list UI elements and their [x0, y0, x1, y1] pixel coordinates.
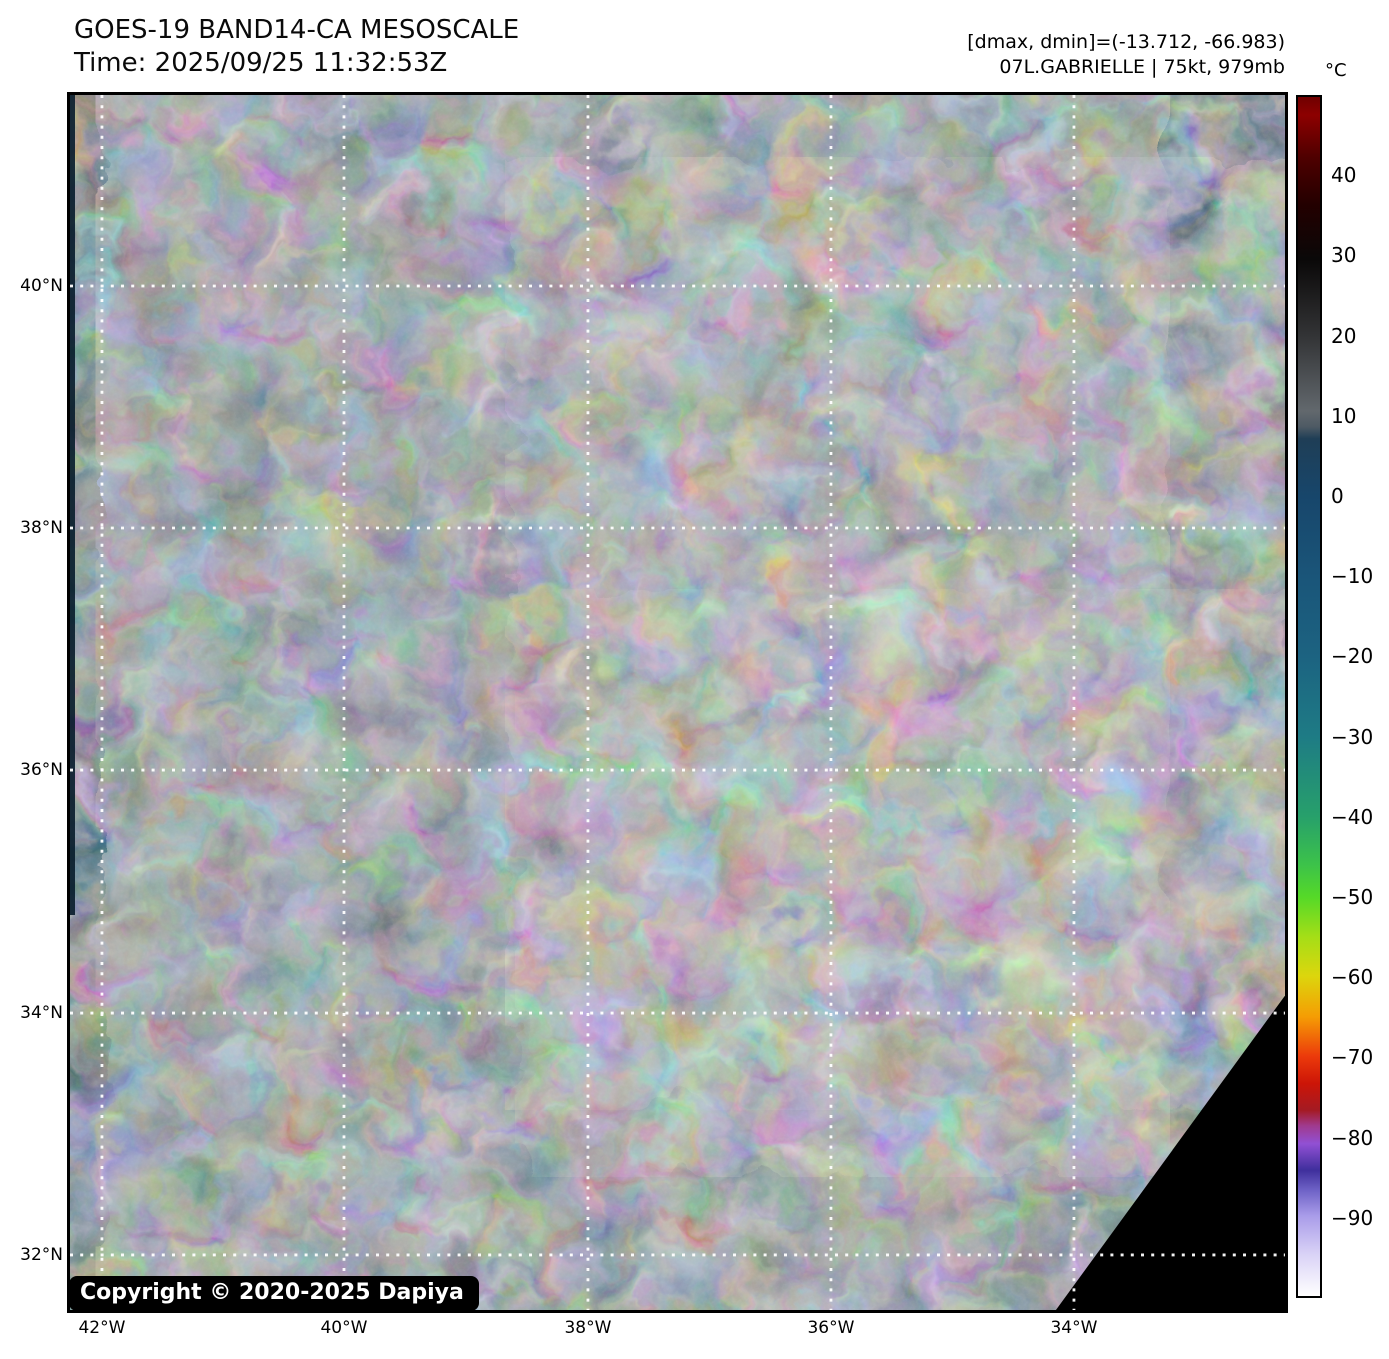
product-title: GOES-19 BAND14-CA MESOSCALE [74, 15, 520, 45]
lon-tick-label: 36°W [807, 1318, 855, 1338]
noise-texture [70, 95, 1285, 1310]
lon-tick-label: 40°W [320, 1318, 368, 1338]
storm-info-label: 07L.GABRIELLE | 75kt, 979mb [999, 56, 1285, 78]
scan-edge-strip [70, 95, 75, 915]
colorbar-tick-label: 10 [1331, 403, 1357, 428]
lat-tick-label: 38°N [20, 518, 63, 539]
colorbar-tick-label: 20 [1331, 323, 1357, 348]
copyright-badge: Copyright © 2020-2025 Dapiya [69, 1276, 479, 1311]
lon-tick-label: 34°W [1050, 1318, 1098, 1338]
colorbar-tick-label: −10 [1331, 564, 1374, 589]
colorbar-tick-label: −70 [1331, 1045, 1374, 1070]
timestamp-label: Time: 2025/09/25 11:32:53Z [74, 48, 448, 78]
colorbar-tick-label: 40 [1331, 163, 1357, 188]
lat-tick-label: 32°N [20, 1244, 63, 1265]
lat-tick-label: 34°N [20, 1003, 63, 1024]
colorbar-tick-label: −90 [1331, 1205, 1374, 1230]
satellite-map: Copyright © 2020-2025 Dapiya [67, 92, 1288, 1313]
colorbar-tick-label: 30 [1331, 243, 1357, 268]
colorbar-tick-label: −40 [1331, 804, 1374, 829]
colorbar-tick-label: −50 [1331, 885, 1374, 910]
colorbar-tick-label: −20 [1331, 644, 1374, 669]
gridlines [70, 95, 1285, 1310]
no-data-triangle [1055, 995, 1285, 1310]
lon-tick-label: 38°W [564, 1318, 612, 1338]
satellite-image [70, 95, 1285, 1310]
meta-block: [dmax, dmin]=(-13.712, -66.983) 07L.GABR… [967, 30, 1285, 80]
colorbar-tick-label: 0 [1331, 483, 1344, 508]
dmax-dmin-label: [dmax, dmin]=(-13.712, -66.983) [967, 31, 1285, 53]
colorbar-tick-label: −30 [1331, 724, 1374, 749]
lat-tick-label: 36°N [20, 760, 63, 781]
title-block: GOES-19 BAND14-CA MESOSCALE Time: 2025/0… [74, 14, 519, 80]
colorbar-unit-label: °C [1325, 60, 1347, 81]
colorbar [1296, 95, 1322, 1298]
lon-tick-label: 42°W [78, 1318, 126, 1338]
colorbar-tick-label: −80 [1331, 1125, 1374, 1150]
lat-tick-label: 40°N [20, 275, 63, 296]
colorbar-tick-label: −60 [1331, 965, 1374, 990]
